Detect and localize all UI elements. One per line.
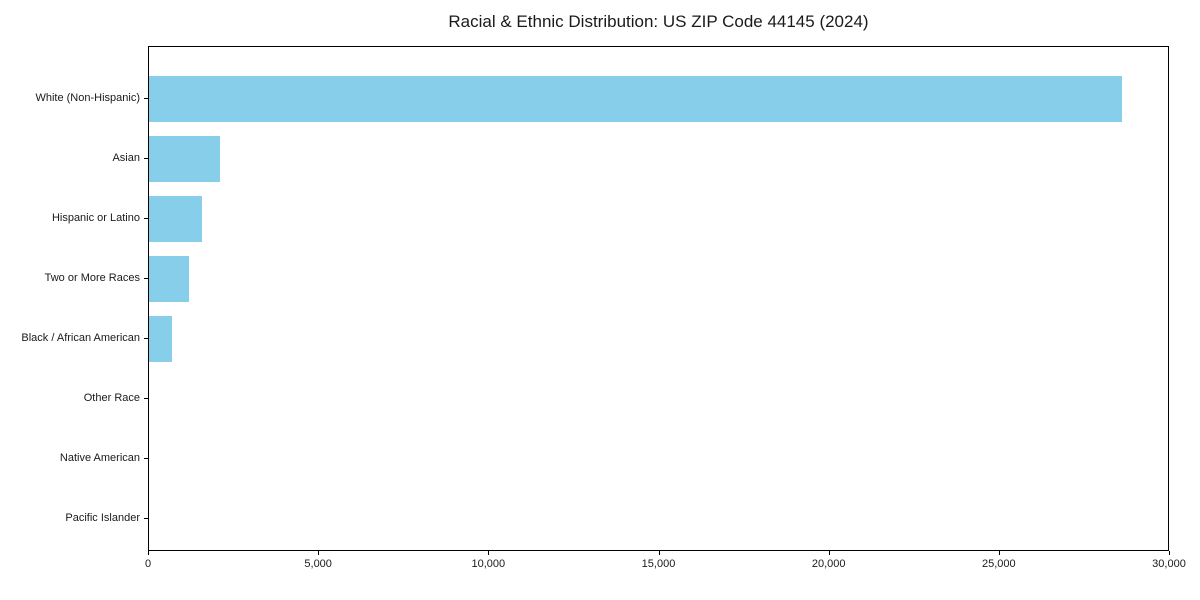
x-tick-label: 10,000 xyxy=(471,558,506,570)
y-tick-label: Pacific Islander xyxy=(65,511,140,524)
chart-title: Racial & Ethnic Distribution: US ZIP Cod… xyxy=(448,12,869,31)
y-tick-mark xyxy=(144,157,148,159)
y-tick-mark xyxy=(144,337,148,339)
y-tick-label: Asian xyxy=(112,151,140,164)
y-tick-label: Hispanic or Latino xyxy=(51,211,140,224)
x-tick-label: 0 xyxy=(144,558,152,570)
x-tick-label: 15,000 xyxy=(641,558,676,570)
bar-asian xyxy=(149,135,221,182)
x-tick-mark xyxy=(1169,551,1170,555)
x-tick-mark xyxy=(828,551,830,555)
y-tick-mark xyxy=(144,217,148,219)
bar-white-non-hispanic xyxy=(149,75,1123,122)
y-tick-mark xyxy=(144,97,148,99)
y-tick-mark xyxy=(144,517,148,519)
y-tick-label: Other Race xyxy=(83,391,140,404)
y-tick-label: Two or More Races xyxy=(44,271,140,284)
y-tick-label: White (Non-Hispanic) xyxy=(35,91,140,104)
y-axis-labels: White (Non-Hispanic) Asian Hispanic or Lat… xyxy=(0,0,140,600)
x-tick-mark xyxy=(658,551,660,555)
x-tick-mark xyxy=(998,551,1000,555)
x-tick-mark xyxy=(488,551,490,555)
x-tick-label: 5,000 xyxy=(304,558,332,570)
y-tick-mark xyxy=(144,277,148,279)
y-tick-mark xyxy=(144,397,148,399)
y-tick-label: Black / African American xyxy=(21,331,140,344)
x-tick-label: 20,000 xyxy=(811,558,846,570)
bar-black-african-american xyxy=(149,315,172,362)
x-tick-label: 25,000 xyxy=(982,558,1016,570)
y-tick-mark xyxy=(144,457,148,459)
y-tick-label: Native American xyxy=(59,451,140,464)
x-tick-mark xyxy=(318,551,320,555)
bar-hispanic-or-latino xyxy=(149,195,202,242)
x-tick-label: 30,000 xyxy=(1152,558,1186,570)
x-tick-mark xyxy=(148,551,149,555)
bar-two-or-more-races xyxy=(149,255,190,302)
plot-area xyxy=(148,46,1169,551)
